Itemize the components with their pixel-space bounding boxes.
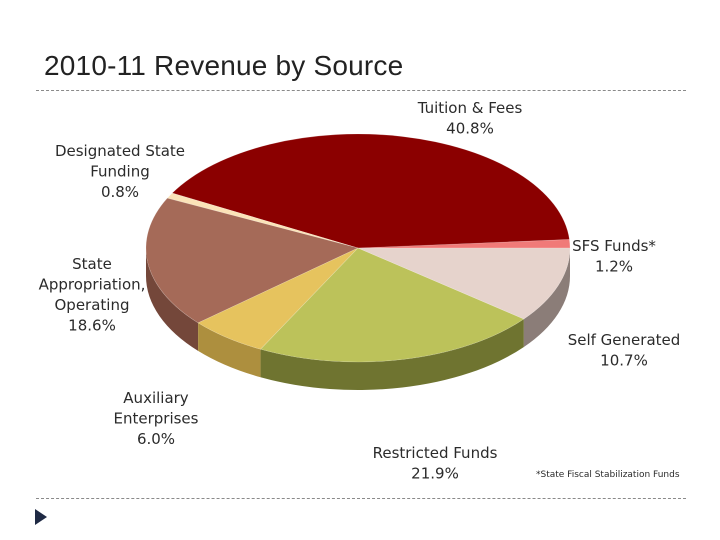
pie-side-self-generated: [523, 248, 570, 347]
slice-label-auxiliary-enterprises: Auxiliary Enterprises 6.0%: [114, 389, 199, 448]
pie-slice-restricted-funds: [260, 247, 525, 363]
slice-label-sfs-funds: SFS Funds* 1.2%: [572, 237, 656, 276]
slice-label-state-appropriation-operating: State Appropriation, Operating 18.6%: [39, 255, 146, 335]
pie-slice-designated-state-funding: [166, 192, 359, 249]
slice-label-restricted-funds: Restricted Funds 21.9%: [373, 444, 498, 483]
pie-side-walls: [146, 248, 570, 390]
top-divider: [36, 90, 686, 91]
pie-side-restricted-funds: [260, 318, 524, 390]
chart-footnote: *State Fiscal Stabilization Funds: [536, 470, 680, 480]
triangle-bullet-icon: [35, 509, 47, 525]
slice-label-self-generated: Self Generated 10.7%: [568, 331, 681, 370]
pie-slice-sfs-funds: [357, 239, 571, 249]
pie-slice-auxiliary-enterprises: [197, 247, 359, 350]
slide-title: 2010-11 Revenue by Source: [44, 50, 404, 81]
pie-labels: SFS Funds* 1.2% Tuition & Fees 40.8% Designa…: [39, 99, 681, 483]
bottom-divider: [36, 498, 686, 499]
pie-side-state-appropriation-operating: [146, 248, 199, 351]
pie-slice-self-generated: [357, 247, 571, 320]
pie-side-auxiliary-enterprises: [198, 322, 261, 378]
pie-slice-tuition-fees: [171, 133, 570, 249]
pie-slices: [145, 133, 571, 363]
pie-slice-state-appropriation-operating: [145, 197, 359, 324]
slice-label-tuition-fees: Tuition & Fees 40.8%: [417, 99, 523, 138]
slice-label-designated-state-funding: Designated State Funding 0.8%: [55, 142, 185, 201]
